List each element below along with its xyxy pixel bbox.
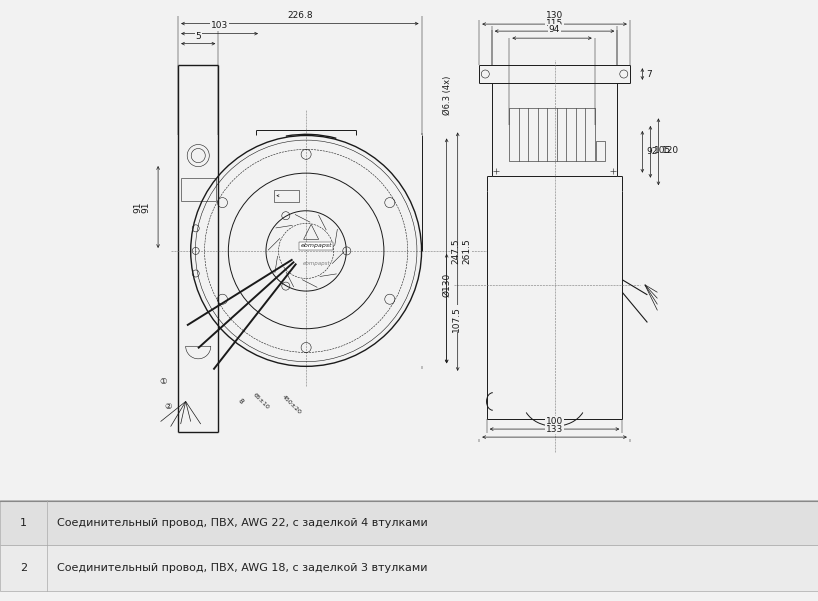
Text: Соединительный провод, ПВХ, AWG 18, с заделкой 3 втулками: Соединительный провод, ПВХ, AWG 18, с за… — [57, 563, 428, 573]
Text: 247.5: 247.5 — [452, 238, 461, 264]
Text: 103: 103 — [211, 21, 228, 30]
Text: 94: 94 — [549, 25, 560, 34]
Text: 450±20: 450±20 — [281, 394, 302, 415]
Text: Ø6.3 (4x): Ø6.3 (4x) — [443, 76, 452, 115]
Text: 92: 92 — [646, 147, 658, 156]
Text: Ø130: Ø130 — [443, 273, 452, 297]
Text: 8: 8 — [237, 397, 245, 405]
Text: 107.5: 107.5 — [452, 306, 461, 332]
Bar — [0, 500, 818, 546]
Text: 2: 2 — [20, 563, 27, 573]
Text: Соединительный провод, ПВХ, AWG 22, с заделкой 4 втулками: Соединительный провод, ПВХ, AWG 22, с за… — [57, 517, 428, 528]
Text: 120: 120 — [663, 146, 680, 155]
Bar — [596, 141, 605, 160]
Text: ebmpapst: ebmpapst — [303, 261, 330, 266]
Text: ②: ② — [164, 402, 172, 411]
Text: 100: 100 — [546, 416, 563, 426]
Text: ①: ① — [160, 377, 167, 386]
Text: 91: 91 — [142, 201, 151, 213]
Text: 130: 130 — [546, 11, 563, 20]
Text: 261.5: 261.5 — [463, 238, 472, 264]
Bar — [510, 108, 595, 160]
Bar — [0, 546, 818, 591]
Text: 65±10: 65±10 — [252, 392, 270, 410]
Text: ebmpapst: ebmpapst — [300, 243, 332, 248]
Text: 5: 5 — [196, 32, 201, 41]
Text: 226.8: 226.8 — [287, 11, 312, 20]
Bar — [273, 190, 299, 202]
Text: 7: 7 — [646, 70, 652, 79]
Text: 105: 105 — [654, 146, 672, 155]
Text: 1: 1 — [20, 517, 27, 528]
Text: 115: 115 — [546, 19, 563, 28]
Text: 133: 133 — [546, 424, 563, 433]
Text: 91: 91 — [133, 201, 142, 213]
